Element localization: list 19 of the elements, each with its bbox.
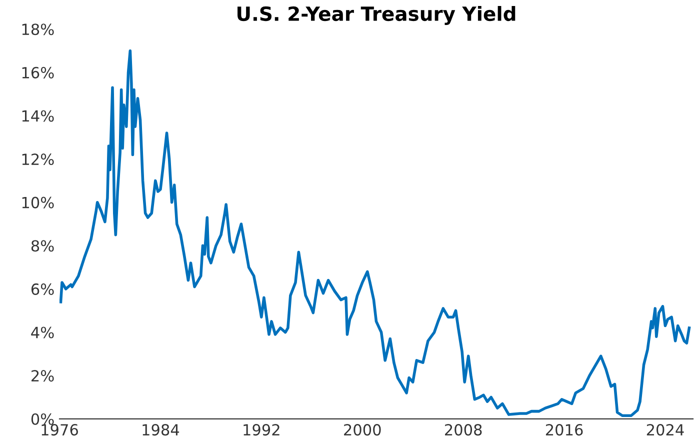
x-tick-label: 1976 [42,424,78,436]
y-tick-label: 8% [31,240,54,252]
y-tick-label: 0% [31,413,54,425]
y-tick-label: 4% [31,326,54,338]
x-tick-label: 2000 [344,424,381,436]
line-series [60,49,691,418]
y-tick-label: 18% [22,24,54,36]
x-tick-label: 1992 [244,424,280,436]
x-tick-label: 1984 [142,424,180,436]
x-tick-label: 2008 [445,424,482,436]
y-tick-label: 14% [22,110,54,122]
chart-title: U.S. 2-Year Treasury Yield [238,6,516,25]
x-tick-label: 2024 [646,424,684,436]
y-tick-label: 12% [22,154,54,166]
y-tick-label: 2% [32,370,54,382]
y-tick-label: 10% [22,196,54,208]
x-tick-label: 2016 [546,424,583,436]
y-tick-label: 16% [22,66,54,78]
y-tick-label: 6% [31,283,54,295]
